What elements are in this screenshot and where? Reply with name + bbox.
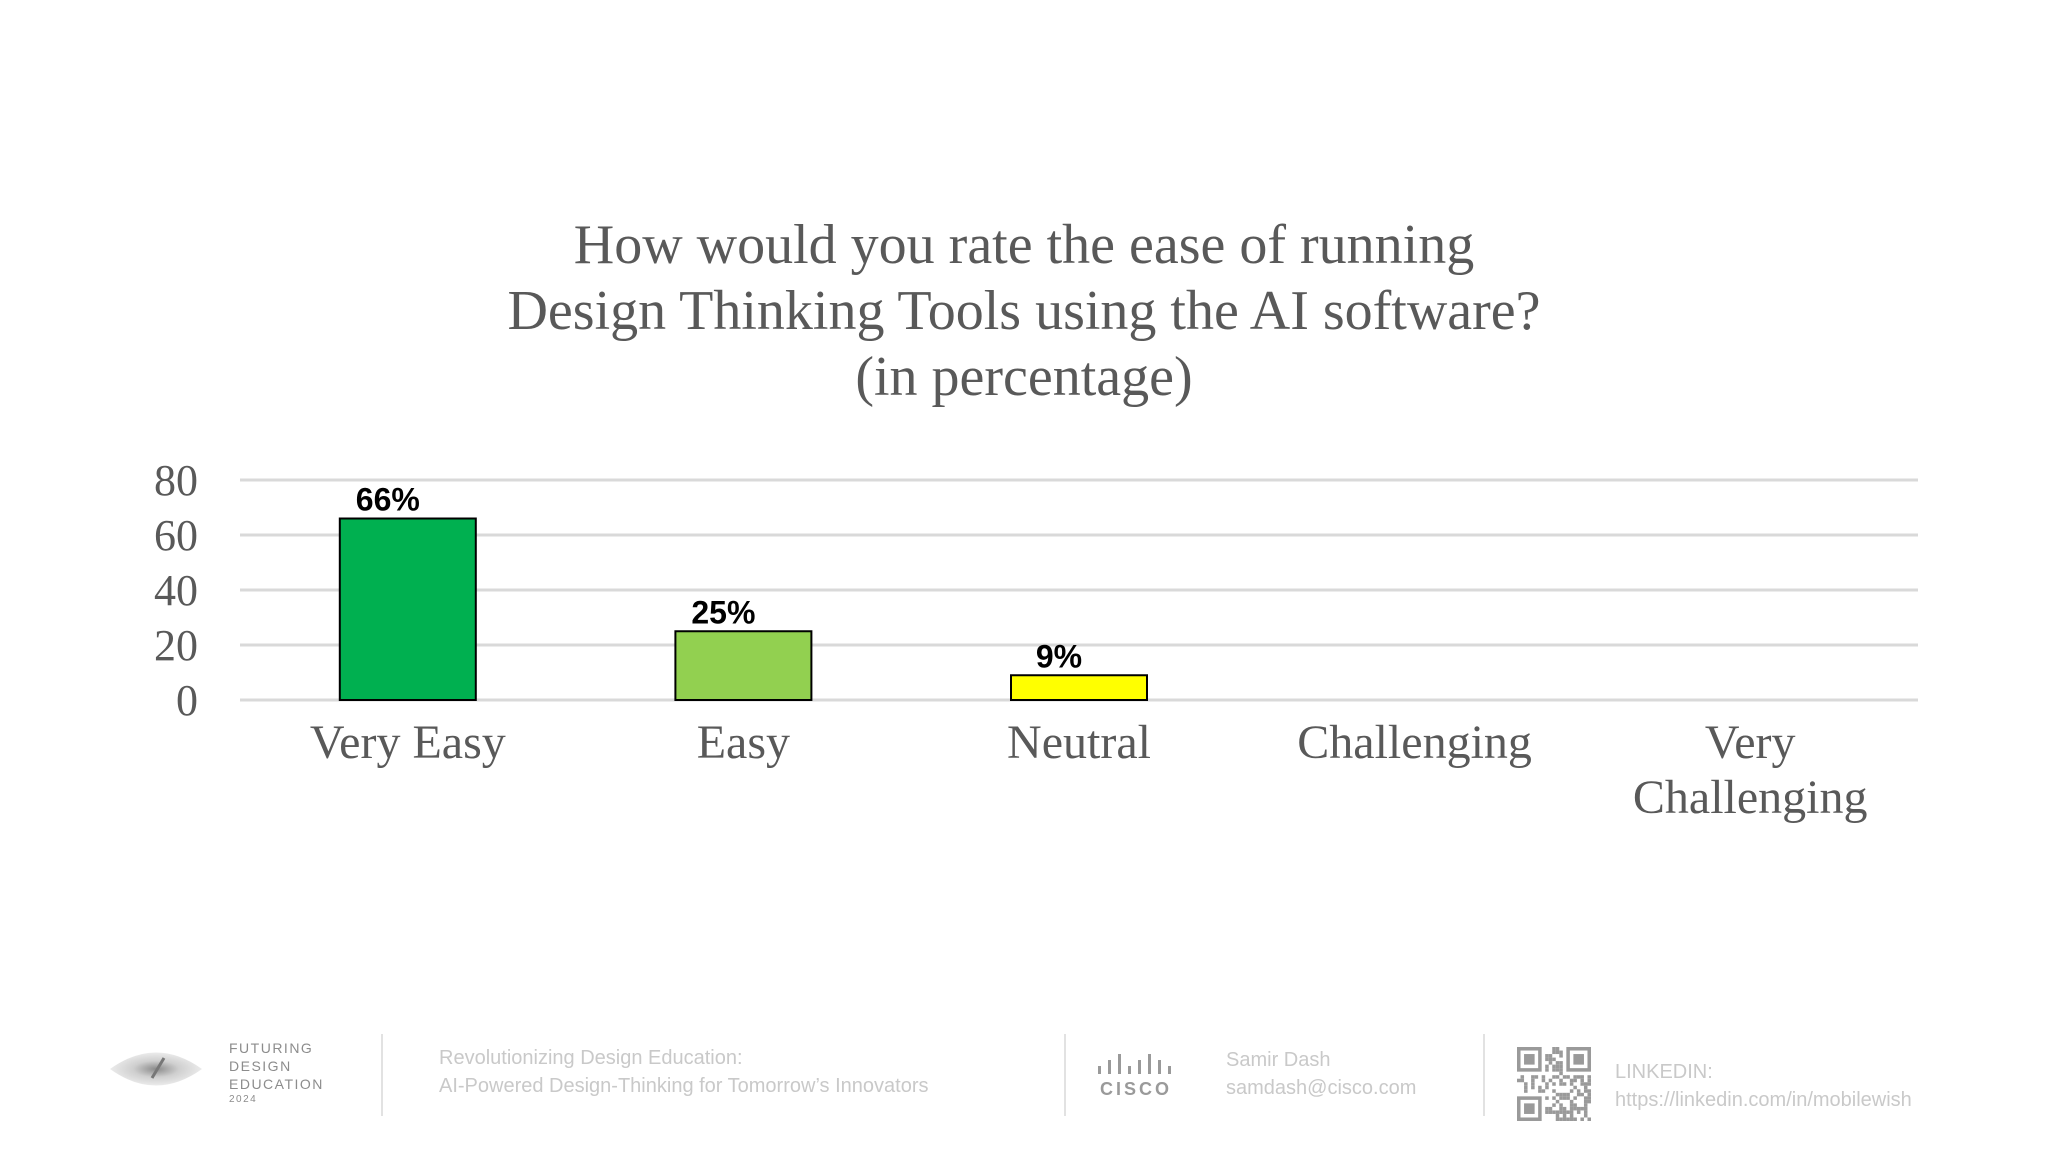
- y-tick-label: 20: [154, 621, 198, 670]
- footer-divider: [1483, 1034, 1485, 1116]
- x-category-label: Challenging: [1297, 716, 1532, 769]
- bar-chart: 0 20 40 60 80 66% Very Easy 25% Easy 9% Neutral Cha…: [154, 456, 1918, 824]
- chart-title-line-3: (in percentage): [855, 346, 1193, 408]
- bar: [1010, 674, 1148, 701]
- x-category-label: Neutral: [1007, 716, 1151, 769]
- x-category-label: Challenging: [1633, 771, 1868, 824]
- bar: [338, 517, 477, 701]
- bar: [674, 630, 813, 701]
- linkedin-block: LINKEDIN: https://linkedin.com/in/mobile…: [1615, 1058, 1912, 1114]
- linkedin-label: LINKEDIN:: [1615, 1061, 1713, 1083]
- brand-line-3: EDUCATION: [229, 1076, 324, 1092]
- y-tick-label: 40: [154, 566, 198, 615]
- x-category-label: Very Easy: [310, 716, 506, 769]
- speaker-email[interactable]: samdash@cisco.com: [1226, 1077, 1417, 1099]
- chart-title-line-2: Design Thinking Tools using the AI softw…: [507, 280, 1541, 342]
- x-category-label: Easy: [697, 716, 790, 769]
- data-label: 66%: [356, 482, 420, 518]
- data-label: 25%: [691, 594, 755, 630]
- logo-eye-icon: [110, 1052, 202, 1086]
- footer-divider: [1064, 1034, 1066, 1116]
- y-tick-label: 80: [154, 456, 198, 505]
- y-tick-label: 60: [154, 511, 198, 560]
- brand-line-2: DESIGN: [229, 1058, 292, 1074]
- footer: FUTURING DESIGN EDUCATION 2024 Revolutio…: [0, 1030, 2048, 1121]
- chart-title-line-1: How would you rate the ease of running: [573, 214, 1475, 276]
- qr-code-icon[interactable]: [1517, 1047, 1591, 1121]
- data-label: 9%: [1036, 638, 1082, 674]
- talk-title: Revolutionizing Design Education:: [439, 1047, 743, 1069]
- speaker-block: Samir Dash samdash@cisco.com: [1226, 1046, 1416, 1102]
- x-category-label: Very: [1705, 716, 1796, 769]
- talk-subtitle: AI-Powered Design-Thinking for Tomorrow’…: [439, 1075, 929, 1097]
- chart-title: How would you rate the ease of running D…: [0, 212, 2048, 410]
- brand-text: FUTURING DESIGN EDUCATION 2024: [229, 1039, 324, 1106]
- y-tick-label: 0: [176, 676, 198, 725]
- talk-title-block: Revolutionizing Design Education: AI-Pow…: [439, 1044, 928, 1100]
- cisco-wordmark: CISCO: [1099, 1079, 1172, 1099]
- linkedin-url[interactable]: https://linkedin.com/in/mobilewish: [1615, 1089, 1912, 1111]
- brand-line-1: FUTURING: [229, 1040, 314, 1056]
- speaker-name: Samir Dash: [1226, 1049, 1331, 1071]
- cisco-logo-icon: [1098, 1054, 1171, 1074]
- footer-divider: [381, 1034, 383, 1116]
- brand-year: 2024: [229, 1094, 258, 1105]
